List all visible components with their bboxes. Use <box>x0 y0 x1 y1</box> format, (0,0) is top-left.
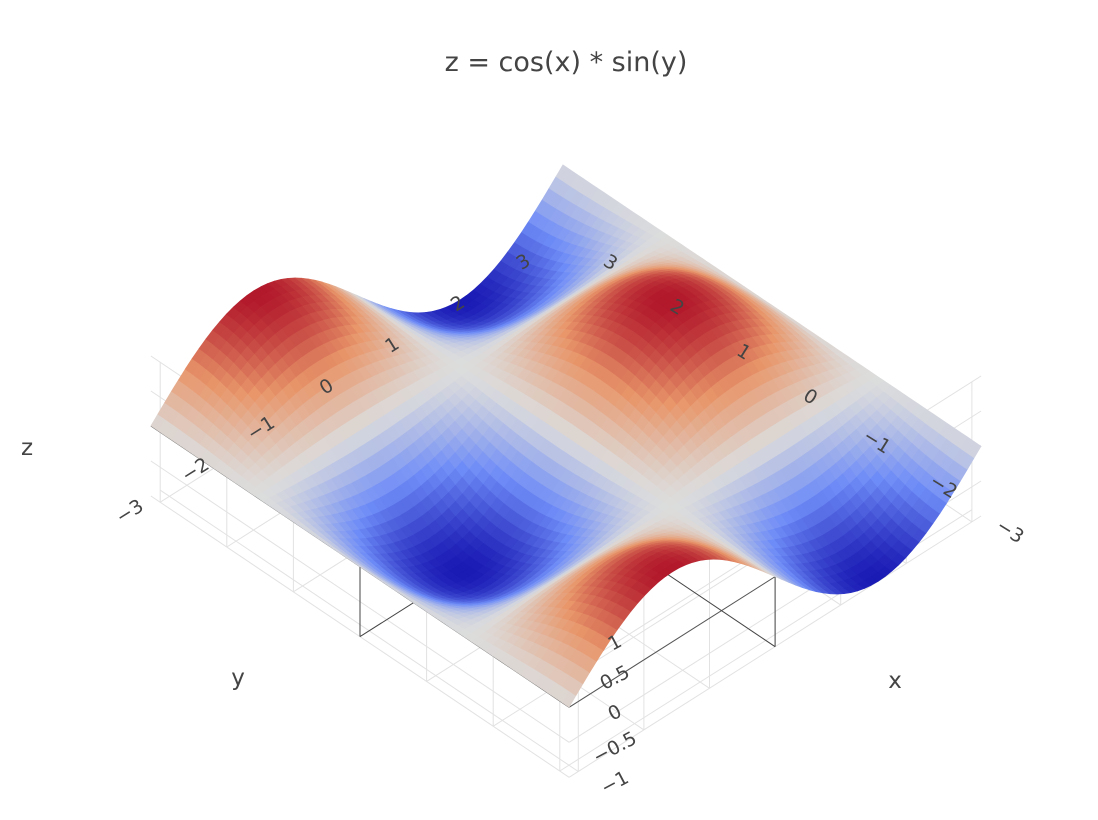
x-tick-label: −3 <box>992 515 1027 549</box>
z-tick-label: 0.5 <box>596 661 633 695</box>
z-tick-label: −1 <box>597 767 632 800</box>
y-axis-title: y <box>231 665 245 691</box>
z-tick-label: 1 <box>604 630 625 655</box>
surface[interactable] <box>150 164 982 708</box>
z-tick-label: −0.5 <box>589 727 640 768</box>
x-axis-title: x <box>888 668 902 694</box>
y-tick-label: −3 <box>112 495 147 529</box>
z-tick-label: 0 <box>604 700 625 725</box>
z-axis-title: z <box>21 435 33 461</box>
wall-gridline-z <box>150 495 570 778</box>
chart-title: z = cos(x) * sin(y) <box>445 47 688 78</box>
surface-facet <box>555 164 571 182</box>
